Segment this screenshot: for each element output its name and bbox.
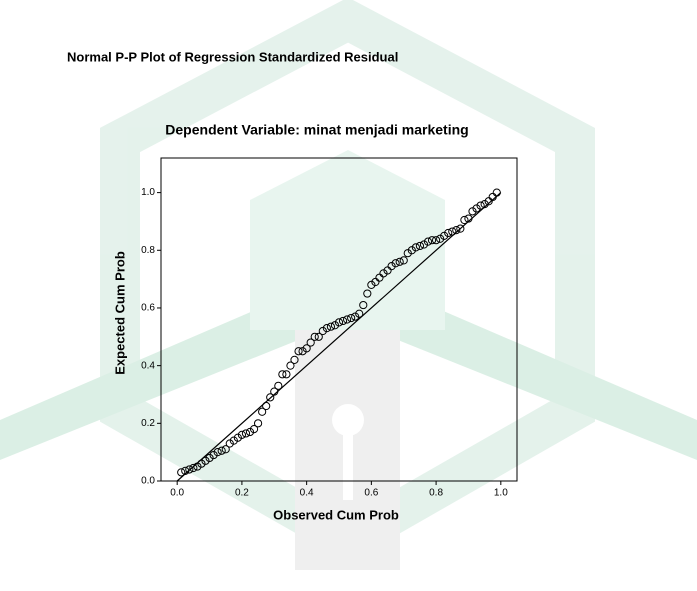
- chart: Normal P-P Plot of Regression Standardiz…: [0, 0, 697, 591]
- y-tick-label: 0.2: [141, 418, 155, 429]
- y-tick-label: 0.0: [141, 476, 155, 487]
- point: [449, 228, 456, 235]
- point: [242, 430, 249, 437]
- point: [263, 402, 270, 409]
- x-tick-label: 0.0: [170, 488, 184, 499]
- x-tick-label: 0.8: [429, 488, 443, 499]
- y-tick-label: 1.0: [141, 187, 155, 198]
- point: [178, 469, 185, 476]
- point: [254, 420, 261, 427]
- x-tick-label: 0.6: [364, 488, 378, 499]
- watermark: [0, 20, 697, 570]
- point: [275, 382, 282, 389]
- point: [461, 216, 468, 223]
- chart-title: Normal P-P Plot of Regression Standardiz…: [67, 49, 398, 64]
- x-axis-label: Observed Cum Prob: [273, 507, 399, 522]
- point: [493, 189, 500, 196]
- y-tick-label: 0.6: [141, 303, 155, 314]
- x-tick-label: 1.0: [494, 488, 508, 499]
- x-tick-label: 0.2: [235, 488, 249, 499]
- chart-subtitle: Dependent Variable: minat menjadi market…: [165, 122, 468, 138]
- y-axis-label: Expected Cum Prob: [112, 251, 127, 375]
- x-tick-label: 0.4: [300, 488, 314, 499]
- y-tick-label: 0.4: [141, 360, 155, 371]
- y-tick-label: 0.8: [141, 245, 155, 256]
